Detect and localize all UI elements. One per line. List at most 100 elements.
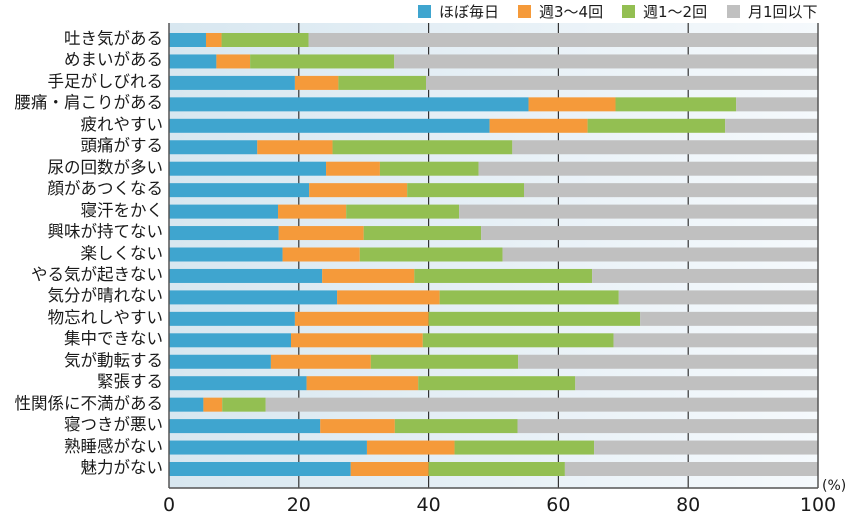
category-label: めまいがある: [64, 50, 163, 70]
bar-segment-row12-series1: [169, 268, 323, 283]
bar-segment-row7-series3: [379, 161, 479, 176]
bar-segment-row1-series1: [169, 33, 206, 47]
bar-segment-row11-series1: [169, 247, 283, 262]
bar-segment-row3-series1: [169, 75, 295, 90]
legend-swatch-1-2-per-week: [622, 5, 635, 18]
bar-segment-row12-series3: [414, 268, 593, 283]
bar-segment-row5-series2: [489, 118, 588, 133]
bar-segment-row16-series2: [270, 354, 371, 369]
bar-segment-row18-series3: [222, 397, 266, 412]
legend-item-monthly-or-less: 月1回以下: [727, 1, 818, 22]
bar-segment-row17-series3: [418, 376, 576, 391]
category-label: 吐き気がある: [64, 29, 163, 48]
category-label: 寝汗をかく: [80, 200, 164, 220]
x-tick-label: 40: [416, 494, 441, 516]
category-label: 寝つきが悪い: [64, 415, 163, 435]
bar-segment-row15-series1: [169, 333, 292, 348]
bar-segment-row18-series4: [265, 397, 818, 412]
category-label: 気が動転する: [64, 350, 163, 370]
bar-segment-row10-series1: [169, 226, 279, 241]
bar-segment-row20-series2: [366, 440, 455, 455]
bar-segment-row4-series1: [169, 97, 529, 112]
legend-label-daily: ほぼ毎日: [439, 3, 500, 21]
bar-segment-row2-series4: [394, 54, 818, 69]
bar-segment-row13-series3: [439, 290, 619, 305]
category-label: 興味が持てない: [47, 222, 164, 242]
bar-segment-row19-series1: [169, 419, 321, 434]
x-tick-label: 80: [676, 494, 701, 516]
bar-segment-row4-series3: [615, 97, 737, 112]
category-label: 顔があつくなる: [47, 179, 164, 199]
bar-segment-row18-series1: [169, 397, 204, 412]
category-label: 頭痛がする: [80, 136, 164, 156]
bar-segment-row21-series4: [564, 462, 818, 476]
bar-segment-row17-series2: [306, 376, 419, 391]
bar-segment-row3-series2: [294, 75, 339, 90]
category-label: 腰痛・肩こりがある: [14, 93, 164, 113]
category-label: 集中できない: [64, 329, 163, 349]
bar-segment-row16-series4: [518, 354, 818, 369]
bar-segment-row9-series1: [169, 204, 279, 219]
bar-segment-row17-series1: [169, 376, 307, 391]
bar-segment-row14-series4: [640, 311, 818, 326]
bar-segment-row19-series4: [517, 419, 818, 434]
bar-segment-row7-series2: [326, 161, 380, 176]
category-label: 緊張する: [97, 372, 163, 392]
bar-segment-row2-series3: [250, 54, 395, 69]
bar-segment-row20-series3: [454, 440, 595, 455]
bar-segment-row2-series1: [169, 54, 217, 69]
x-tick-label: 100: [799, 494, 837, 516]
unit-label: (%): [822, 478, 847, 494]
category-label: 気分が晴れない: [47, 286, 164, 306]
bar-segment-row21-series1: [169, 462, 351, 476]
bar-segment-row13-series1: [169, 290, 338, 305]
bar-segment-row5-series4: [725, 118, 818, 133]
legend-item-1-2-per-week: 週1～2回: [622, 1, 707, 22]
bar-segment-row15-series3: [422, 333, 614, 348]
bar-segment-row20-series1: [169, 440, 367, 455]
legend-label-1-2-per-week: 週1～2回: [643, 3, 708, 21]
bar-segment-row5-series1: [169, 118, 490, 133]
category-label: 魅力がない: [80, 458, 164, 477]
bar-segment-row8-series4: [524, 183, 818, 198]
bar-segment-row4-series2: [528, 97, 616, 112]
bar-segment-row6-series4: [512, 140, 818, 155]
bar-segment-row20-series4: [594, 440, 818, 455]
bar-segment-row6-series2: [257, 140, 333, 155]
category-label: 物忘れしやすい: [47, 307, 163, 327]
bar-segment-row8-series2: [309, 183, 408, 198]
bar-segment-row6-series1: [169, 140, 258, 155]
bar-segment-row14-series1: [169, 311, 295, 326]
bar-segment-row2-series2: [216, 54, 251, 69]
category-label: 熟睡感がない: [64, 436, 163, 456]
bar-segment-row8-series3: [407, 183, 525, 198]
bar-segment-row21-series3: [428, 462, 565, 476]
bar-segment-row13-series2: [337, 290, 440, 305]
bar-segment-row8-series1: [169, 183, 310, 198]
category-label: 疲れやすい: [80, 114, 164, 134]
bar-segment-row14-series2: [294, 311, 429, 326]
bar-segment-row12-series4: [592, 268, 818, 283]
x-tick-label: 60: [546, 494, 571, 516]
legend-swatch-monthly-or-less: [727, 5, 740, 18]
bar-segment-row5-series3: [587, 118, 726, 133]
bar-segment-row15-series2: [291, 333, 423, 348]
legend-label-3-4-per-week: 週3～4回: [539, 3, 604, 21]
bar-segment-row16-series1: [169, 354, 271, 369]
bar-segment-row12-series2: [322, 268, 415, 283]
bar-segment-row7-series1: [169, 161, 327, 176]
bar-segment-row16-series3: [370, 354, 519, 369]
bar-segment-row19-series2: [320, 419, 395, 434]
category-label: やる気が起きない: [31, 264, 163, 284]
legend-item-daily: ほぼ毎日: [418, 1, 499, 22]
bar-segment-row6-series3: [332, 140, 513, 155]
legend-label-monthly-or-less: 月1回以下: [748, 3, 818, 21]
bar-segment-row10-series2: [278, 226, 364, 241]
bar-segment-row11-series4: [502, 247, 818, 262]
bar-segment-row11-series3: [359, 247, 503, 262]
bar-segment-row13-series4: [618, 290, 818, 305]
category-label: 楽しくない: [80, 243, 164, 263]
category-label: 性関係に不満がある: [14, 393, 164, 413]
bar-segment-row1-series3: [221, 33, 309, 47]
